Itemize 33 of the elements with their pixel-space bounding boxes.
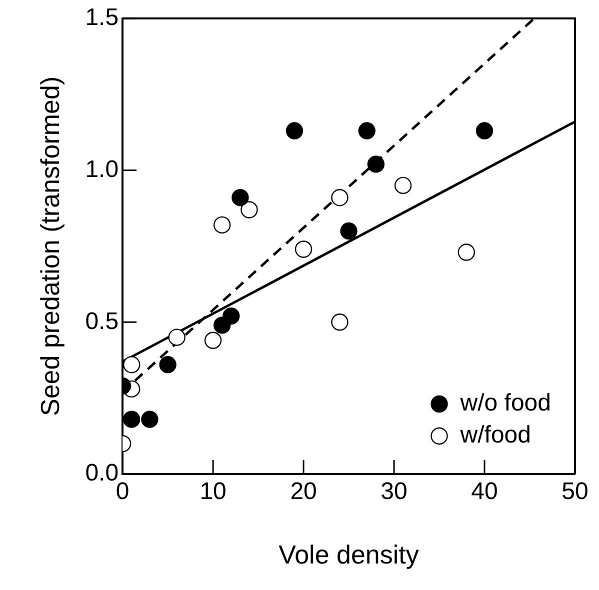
point: [458, 244, 476, 261]
point: [367, 156, 385, 173]
point: [294, 240, 312, 258]
x-tick-label: 20: [290, 478, 317, 506]
point: [240, 201, 258, 218]
point: [222, 307, 240, 325]
point: [204, 332, 222, 349]
point: [331, 189, 348, 206]
point: [476, 122, 494, 140]
point: [358, 122, 376, 140]
x-tick-label: 50: [562, 478, 588, 506]
y-tick-label: 1.0: [85, 156, 119, 183]
point: [331, 314, 348, 331]
point: [123, 410, 140, 428]
point: [159, 356, 176, 374]
y-tick-label: 1.5: [85, 4, 119, 32]
x-tick-label: 40: [471, 478, 498, 506]
x-axis-title: Vole density: [278, 540, 419, 570]
x-tick-label: 30: [380, 478, 408, 506]
point: [214, 216, 231, 234]
y-axis-title: Seed predation (transformed): [34, 76, 65, 416]
y-tick-label: 0.5: [85, 308, 119, 335]
x-tick-label: 0: [116, 478, 130, 506]
point: [394, 176, 412, 194]
legend-label: w/food: [459, 422, 531, 449]
point: [123, 356, 140, 374]
legend-label: w/o food: [459, 390, 552, 417]
point: [340, 222, 358, 240]
point: [286, 122, 304, 140]
point: [168, 328, 186, 346]
x-tick-label: 10: [200, 478, 226, 506]
point: [232, 189, 249, 206]
point: [141, 410, 158, 428]
